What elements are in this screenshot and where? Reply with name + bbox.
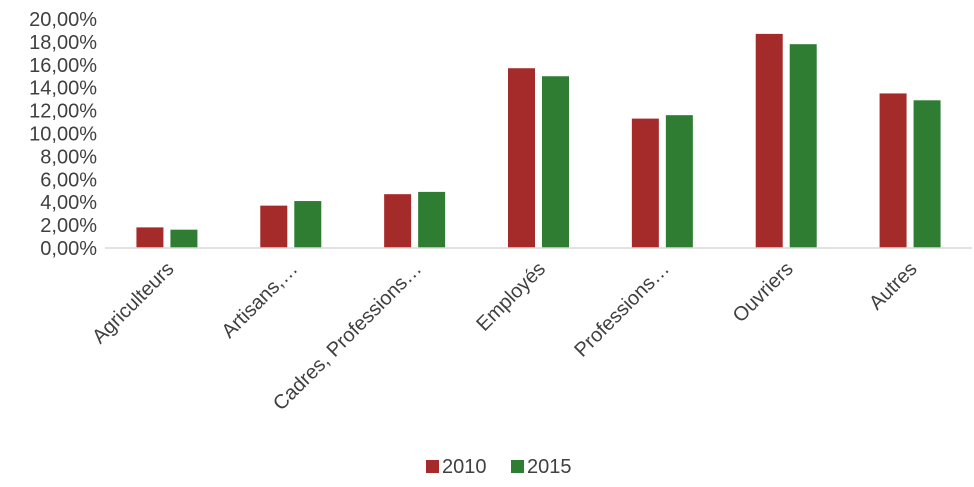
y-tick-label: 4,00% bbox=[40, 192, 97, 214]
x-axis-labels: Agriculteurs Artisans,…Cadres, Profession… bbox=[88, 258, 921, 415]
y-tick-label: 0,00% bbox=[40, 238, 97, 260]
bar-2015 bbox=[542, 76, 569, 248]
x-tick-label: Employés bbox=[472, 258, 550, 336]
x-tick-label: Ouvriers bbox=[729, 258, 798, 327]
y-tick-label: 8,00% bbox=[40, 146, 97, 168]
bar-2010 bbox=[755, 33, 783, 249]
bars bbox=[136, 33, 941, 249]
bar-2015 bbox=[170, 229, 198, 248]
bar-2015 bbox=[789, 44, 817, 248]
bar-2010 bbox=[508, 68, 535, 248]
bar-2010 bbox=[631, 118, 659, 249]
x-tick-label: Professions… bbox=[570, 258, 674, 362]
y-tick-label: 10,00% bbox=[29, 124, 97, 146]
bar-2015 bbox=[665, 115, 693, 249]
bar-2010 bbox=[260, 205, 288, 248]
y-tick-label: 2,00% bbox=[40, 215, 97, 237]
y-tick-label: 6,00% bbox=[40, 169, 97, 191]
legend-label: 2015 bbox=[527, 456, 572, 478]
bar-2010 bbox=[136, 227, 164, 248]
y-axis: 0,00%2,00%4,00%6,00%8,00%10,00%12,00%14,… bbox=[29, 9, 97, 260]
bar-2010 bbox=[384, 194, 412, 248]
x-tick-label: Artisans,… bbox=[218, 258, 303, 343]
legend: 2010 2015 bbox=[426, 456, 572, 478]
y-tick-label: 12,00% bbox=[29, 101, 97, 123]
legend-swatch-2010 bbox=[426, 460, 439, 473]
y-tick-label: 20,00% bbox=[29, 9, 97, 31]
legend-swatch-2015 bbox=[511, 460, 524, 473]
x-tick-label: Autres bbox=[865, 258, 921, 314]
bar-2010 bbox=[879, 93, 907, 248]
bar-2015 bbox=[913, 100, 941, 248]
bar-2015 bbox=[294, 201, 322, 248]
y-tick-label: 18,00% bbox=[29, 32, 97, 54]
x-tick-label: Agriculteurs bbox=[88, 258, 178, 348]
bar-2015 bbox=[418, 191, 446, 248]
y-tick-label: 14,00% bbox=[29, 78, 97, 100]
legend-label: 2010 bbox=[442, 456, 487, 478]
y-tick-label: 16,00% bbox=[29, 55, 97, 77]
